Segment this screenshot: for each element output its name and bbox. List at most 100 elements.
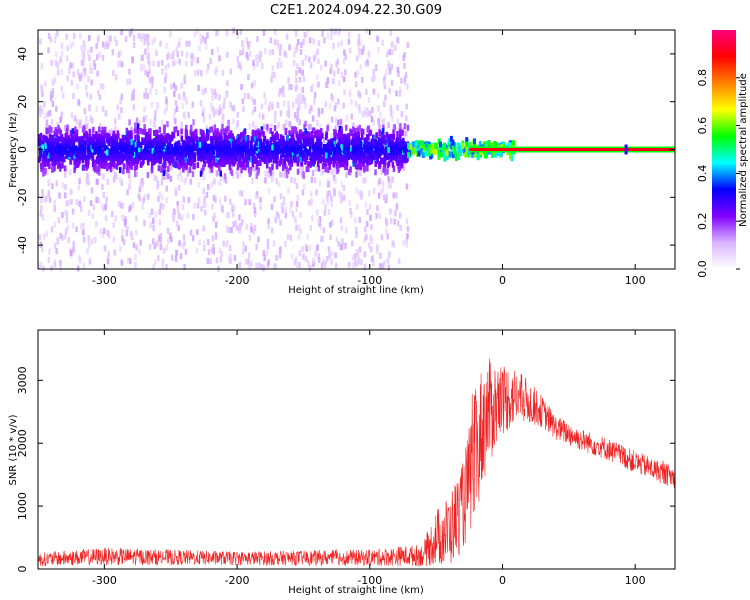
spectrogram-cell [155, 89, 158, 96]
spectrogram-cell [71, 128, 75, 135]
spectrogram-cell [167, 237, 170, 244]
spectrogram-cell [165, 105, 168, 112]
spectrogram-cell [396, 159, 399, 166]
spectrogram-cell [330, 133, 334, 140]
spectrogram-cell [275, 141, 279, 148]
spectrogram-cell [117, 61, 120, 68]
spectrogram-cell [57, 154, 60, 161]
spectrogram-cell [90, 187, 94, 194]
spectrogram-cell [223, 173, 227, 180]
spectrogram-cell [333, 146, 336, 153]
spectrogram-cell [107, 140, 110, 147]
spectrogram-cell [283, 50, 287, 57]
spectrogram-cell [137, 147, 141, 154]
spectrogram-cell [40, 63, 44, 70]
spectrogram-cell [345, 171, 348, 178]
spectrogram-cell [89, 137, 92, 144]
spectrogram-cell [164, 152, 168, 159]
spectrogram-cell [380, 168, 384, 175]
spectrogram-cell [396, 37, 400, 44]
spectrogram-cell [110, 128, 113, 135]
spectrogram-cell [46, 169, 49, 176]
spectrogram-cell [429, 153, 433, 160]
spectrogram-cell [203, 196, 206, 203]
spectrogram-cell [75, 129, 79, 136]
spectrogram-cell [101, 83, 105, 90]
spectrogram-cell [57, 217, 61, 224]
spectrogram-cell [384, 197, 388, 204]
spectrogram-cell [88, 143, 92, 150]
spectrogram-cell [176, 205, 180, 212]
spectrogram-cell [70, 112, 74, 119]
spectrogram-cell [356, 127, 360, 134]
spectrogram-cell [191, 171, 195, 178]
spectrogram-cell [244, 138, 247, 145]
spectrogram-cell [137, 193, 140, 200]
spectrogram-x-axis-label: Height of straight line (km) [288, 285, 424, 296]
spectrogram-cell [100, 161, 103, 168]
spectrogram-cell [278, 160, 281, 167]
spectrogram-cell [117, 200, 121, 207]
spectrogram-cell [277, 121, 280, 128]
spectrogram-cell [128, 152, 132, 159]
spectrogram-cell [81, 161, 85, 168]
spectrogram-cell [381, 119, 385, 126]
spectrogram-cell [350, 130, 353, 137]
spectrogram-cell [170, 236, 173, 243]
spectrogram-cell [261, 264, 264, 271]
snr-x-tick-label: 100 [625, 574, 646, 587]
spectrogram-cell [300, 41, 303, 48]
spectrogram-cell [211, 106, 214, 113]
spectrogram-cell [345, 114, 349, 121]
spectrogram-cell [97, 147, 101, 154]
spectrogram-cell [276, 133, 280, 140]
spectrogram-cell [240, 167, 243, 174]
spectrogram-cell [100, 173, 104, 180]
spectrogram-cell [297, 99, 300, 106]
spectrogram-cell [61, 92, 65, 99]
spectrogram-cell [48, 196, 52, 203]
spectrogram-cell [370, 146, 374, 153]
spectrogram-cell [409, 149, 413, 156]
spectrogram-cell [390, 79, 394, 86]
spectrogram-cell [382, 194, 386, 201]
spectrogram-cell [151, 147, 155, 154]
spectrogram-cell [240, 146, 244, 153]
spectrogram-cell [167, 165, 170, 172]
spectrogram-cell [48, 163, 51, 170]
spectrogram-cell [128, 30, 132, 37]
spectrogram-cell [92, 126, 95, 133]
spectrogram-cell [223, 149, 227, 156]
spectrogram-cell [340, 192, 343, 199]
spectrogram-cell [293, 177, 296, 184]
spectrogram-cell [79, 205, 83, 212]
spectrogram-cell [39, 138, 42, 145]
spectrogram-cell [180, 128, 183, 135]
spectrogram-cell [98, 126, 101, 133]
spectrogram-cell [48, 125, 51, 132]
spectrogram-cell [295, 77, 298, 84]
spectrogram-cell [334, 125, 338, 132]
spectrogram-cell [58, 161, 61, 168]
spectrogram-cell [255, 135, 258, 142]
spectrogram-cell [309, 161, 312, 168]
spectrogram-cell [294, 30, 298, 37]
spectrogram-cell [199, 33, 202, 40]
spectrogram-cell [139, 239, 142, 246]
spectrogram-cell [157, 134, 161, 141]
spectrogram-cell [363, 152, 366, 159]
spectrogram-cell [502, 141, 506, 148]
spectrogram-cell [210, 87, 214, 94]
spectrogram-cell [281, 207, 284, 214]
spectrogram-cell [293, 112, 297, 119]
spectrogram-cell [47, 140, 50, 147]
spectrogram-cell [160, 166, 163, 173]
spectrogram-cell [358, 163, 361, 170]
spectrogram-cell [95, 106, 98, 113]
spectrogram-cell [58, 155, 62, 162]
spectrogram-cell [338, 161, 342, 168]
spectrogram-cell [259, 203, 262, 210]
spectrogram-cell [170, 254, 174, 261]
spectrogram-cell [148, 140, 151, 147]
spectrogram-cell [286, 143, 289, 150]
